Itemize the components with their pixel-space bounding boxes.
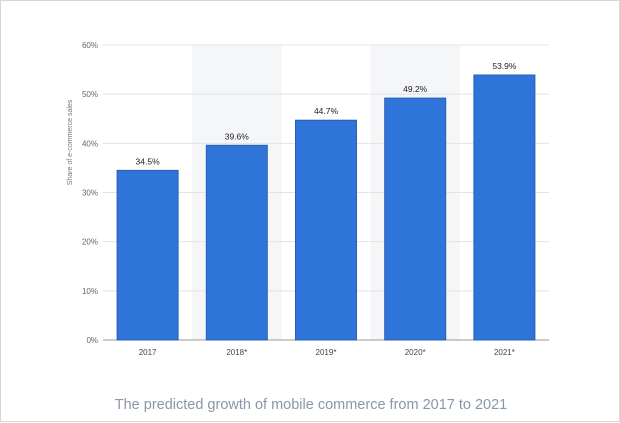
x-tick-label: 2021* (494, 348, 515, 357)
x-tick-label: 2018* (226, 348, 247, 357)
bar (473, 74, 536, 341)
y-tick-label: 30% (82, 189, 98, 198)
bar-value-label: 44.7% (314, 106, 339, 116)
bar (295, 119, 357, 341)
y-tick-label: 60% (82, 41, 98, 50)
bars: 34.5% 39.6% 44.7% 49.2% 53.9% (116, 61, 536, 341)
bar-value-label: 39.6% (225, 131, 250, 141)
bar (384, 97, 447, 341)
bar-value-label: 53.9% (492, 61, 517, 71)
y-axis-label: Share of e-commerce sales (67, 99, 74, 185)
y-tick-label: 50% (82, 90, 98, 99)
x-tick-label: 2019* (316, 348, 337, 357)
y-tick-label: 0% (86, 336, 98, 345)
bar (116, 169, 179, 341)
bar-value-label: 49.2% (403, 84, 428, 94)
bar (205, 144, 268, 341)
bar-value-label: 34.5% (136, 156, 161, 166)
x-tick-label: 2017 (139, 348, 157, 357)
y-tick-label: 10% (82, 287, 98, 296)
y-tick-label: 20% (82, 238, 98, 247)
y-tick-label: 40% (82, 139, 98, 148)
figure-caption: The predicted growth of mobile commerce … (114, 397, 508, 413)
y-axis: 0% 10% 20% 30% 40% 50% 60% (82, 41, 98, 345)
x-axis: 2017 2018* 2019* 2020* 2021* (139, 348, 515, 357)
x-tick-label: 2020* (405, 348, 426, 357)
